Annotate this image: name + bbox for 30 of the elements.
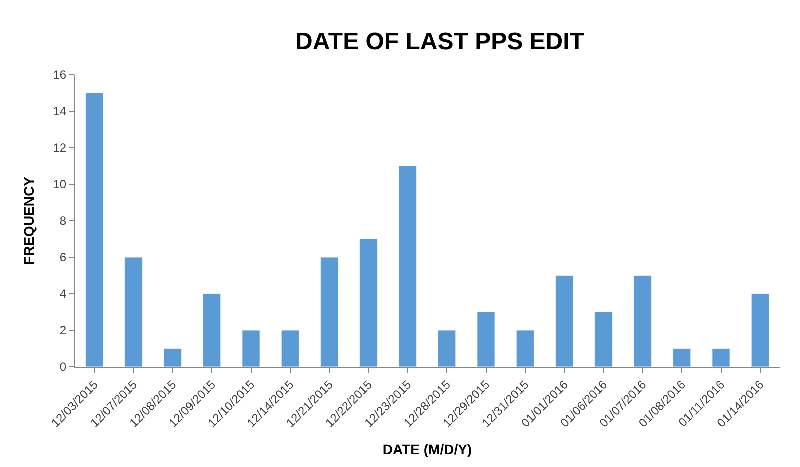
bar xyxy=(86,93,104,367)
y-tick-label: 0 xyxy=(60,360,67,374)
x-axis-title: DATE (M/D/Y) xyxy=(382,442,472,458)
bar xyxy=(438,330,456,367)
y-tick-label: 10 xyxy=(53,178,67,192)
bar xyxy=(281,330,300,367)
bar xyxy=(751,294,770,367)
bar xyxy=(242,330,260,367)
bar xyxy=(634,276,652,367)
bar xyxy=(360,239,378,367)
bar xyxy=(320,257,339,367)
bar xyxy=(124,257,143,367)
bar xyxy=(516,330,534,367)
y-axis-title: FREQUENCY xyxy=(20,176,37,265)
y-tick-label: 14 xyxy=(53,104,67,119)
chart-title: DATE OF LAST PPS EDIT xyxy=(296,28,585,56)
y-tick-label: 16 xyxy=(53,68,67,82)
bar xyxy=(594,312,613,367)
bar xyxy=(398,166,417,367)
y-tick-label: 12 xyxy=(53,141,67,156)
bar xyxy=(203,294,222,367)
bar xyxy=(556,276,574,367)
bar xyxy=(164,348,182,367)
y-tick-label: 2 xyxy=(60,324,67,338)
y-tick-label: 8 xyxy=(60,214,67,228)
bar xyxy=(712,348,730,367)
y-tick-label: 4 xyxy=(60,287,67,302)
bar xyxy=(477,312,496,367)
y-tick-label: 6 xyxy=(60,250,67,265)
bar xyxy=(673,348,692,367)
